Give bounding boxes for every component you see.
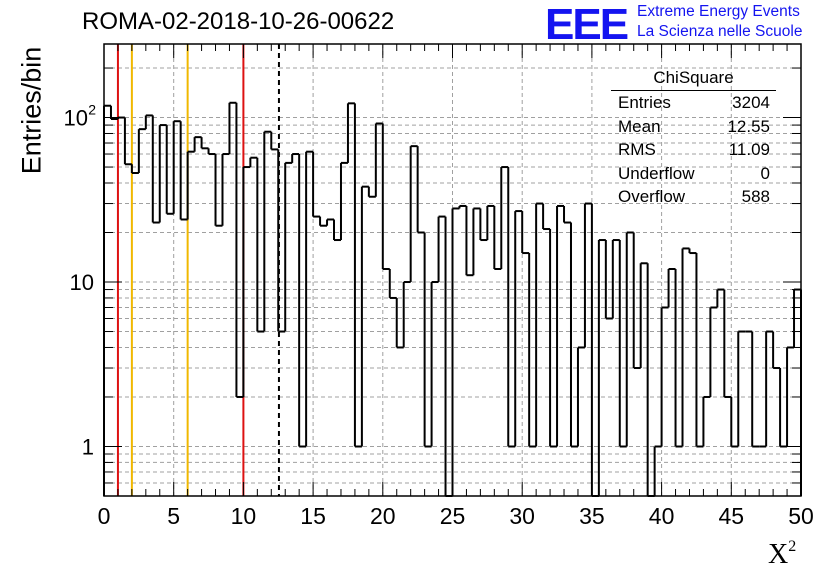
- chart-title: ROMA-02-2018-10-26-00622: [82, 8, 395, 35]
- x-tick-label: 40: [649, 503, 675, 529]
- x-axis-label-exponent: 2: [788, 538, 797, 555]
- stats-label: Overflow: [618, 187, 686, 206]
- x-tick-label: 30: [509, 503, 535, 529]
- stats-row-mean: Mean 12.55: [611, 115, 776, 139]
- x-tick-label: 10: [231, 503, 257, 529]
- x-tick-label: 15: [300, 503, 326, 529]
- stats-label: Mean: [618, 116, 661, 136]
- axis-ticks: [103, 44, 802, 497]
- y-tick-label-exponent: 2: [88, 102, 96, 118]
- stats-title: ChiSquare: [611, 66, 776, 91]
- stats-row-rms: RMS 11.09: [611, 138, 776, 162]
- y-tick-label: 10: [64, 106, 88, 131]
- reference-lines: [116, 44, 280, 496]
- stats-value: 12.55: [727, 116, 770, 136]
- stats-value: 588: [741, 187, 770, 206]
- x-tick-label: 5: [167, 503, 180, 529]
- y-axis-label: Entries/bin: [16, 46, 47, 175]
- stats-value: 0: [760, 163, 770, 183]
- y-tick-label: 1: [82, 434, 94, 459]
- stats-label: RMS: [618, 140, 656, 159]
- logo-line-1: Extreme Energy Events: [637, 3, 800, 20]
- x-tick-label: 35: [579, 503, 605, 529]
- x-tick-label: 50: [788, 503, 814, 529]
- stats-label: Entries: [618, 93, 671, 112]
- stats-box: ChiSquare Entries 3204 Mean 12.55 RMS 11…: [611, 66, 776, 209]
- stats-value: 11.09: [728, 140, 770, 159]
- eee-logo: EEE: [545, 0, 629, 49]
- logo-line-2: La Scienza nelle Scuole: [637, 23, 803, 40]
- stats-row-entries: Entries 3204: [611, 91, 776, 115]
- y-tick-label: 10: [70, 270, 94, 295]
- x-axis-label: X2: [768, 538, 796, 571]
- stats-row-underflow: Underflow 0: [611, 162, 776, 186]
- x-tick-label: 25: [440, 503, 466, 529]
- stats-value: 3204: [732, 93, 770, 112]
- x-axis-label-base: X: [768, 539, 789, 570]
- x-tick-label: 0: [98, 503, 111, 529]
- x-tick-label: 20: [370, 503, 396, 529]
- stats-row-overflow: Overflow 588: [611, 185, 776, 209]
- x-tick-label: 45: [719, 503, 745, 529]
- x-tick-labels: 0 5 10 15 20 25 30 35 40 45 50: [98, 503, 814, 529]
- stats-label: Underflow: [618, 163, 695, 183]
- histogram-series: [103, 101, 802, 497]
